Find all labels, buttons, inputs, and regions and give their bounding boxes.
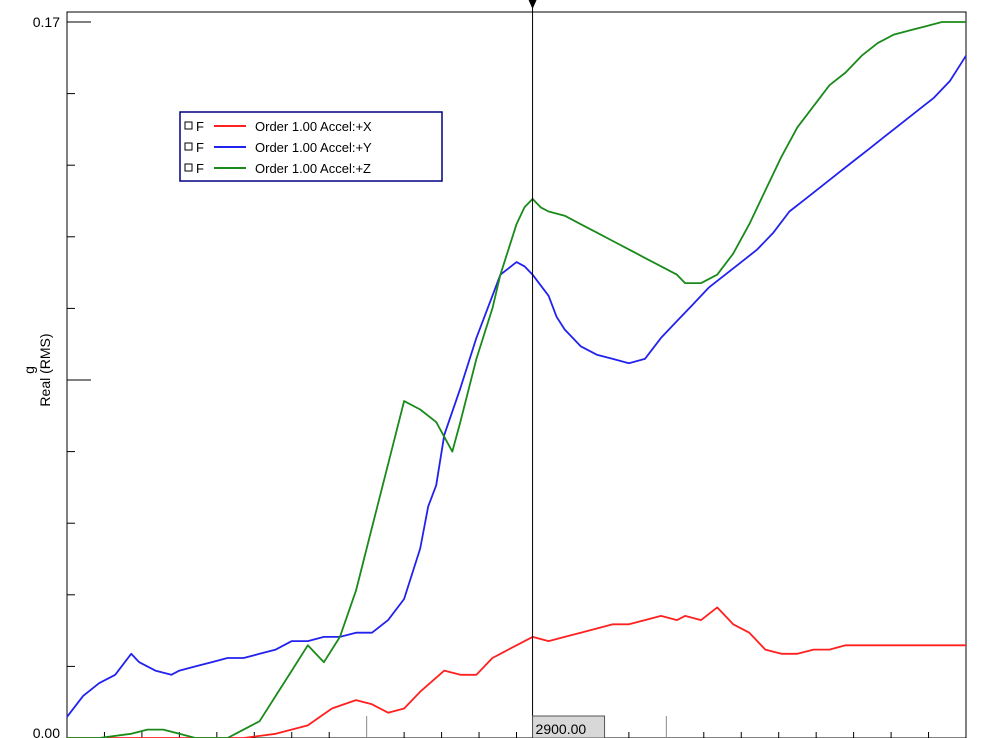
y-ticks	[67, 21, 91, 738]
legend-prefix: F	[196, 161, 204, 176]
legend-prefix: F	[196, 119, 204, 134]
cursor-label: 2900.00	[536, 721, 587, 737]
y-axis-label: Real (RMS)	[37, 333, 53, 406]
cursor-label-box	[532, 715, 606, 738]
legend-checkbox-icon[interactable]	[184, 121, 193, 130]
cursor-arrow-icon[interactable]	[528, 0, 537, 9]
y-axis-unit: g	[21, 366, 37, 374]
legend-item[interactable]: F Order 1.00 Accel:+Z	[184, 161, 371, 176]
legend-prefix: F	[196, 140, 204, 155]
legend-label: Order 1.00 Accel:+X	[255, 119, 372, 134]
x-ticks	[103, 716, 930, 738]
legend-label: Order 1.00 Accel:+Z	[255, 161, 371, 176]
legend-label: Order 1.00 Accel:+Y	[255, 140, 372, 155]
legend-checkbox-icon[interactable]	[184, 142, 193, 151]
legend-box	[179, 111, 443, 182]
series-line-2	[66, 55, 967, 718]
y-tick-label-bottom: 0.00	[33, 725, 60, 738]
y-axis-title: g Real (RMS)	[21, 333, 53, 406]
series-line-1	[67, 606, 966, 738]
legend-checkbox-icon[interactable]	[184, 163, 193, 172]
y-tick-label-top: 0.17	[33, 14, 60, 30]
legend-item[interactable]: F Order 1.00 Accel:+Y	[184, 140, 372, 155]
legend-item[interactable]: F Order 1.00 Accel:+X	[184, 119, 372, 134]
legend: F Order 1.00 Accel:+X F Order 1.00 Accel:+Y…	[179, 111, 443, 182]
